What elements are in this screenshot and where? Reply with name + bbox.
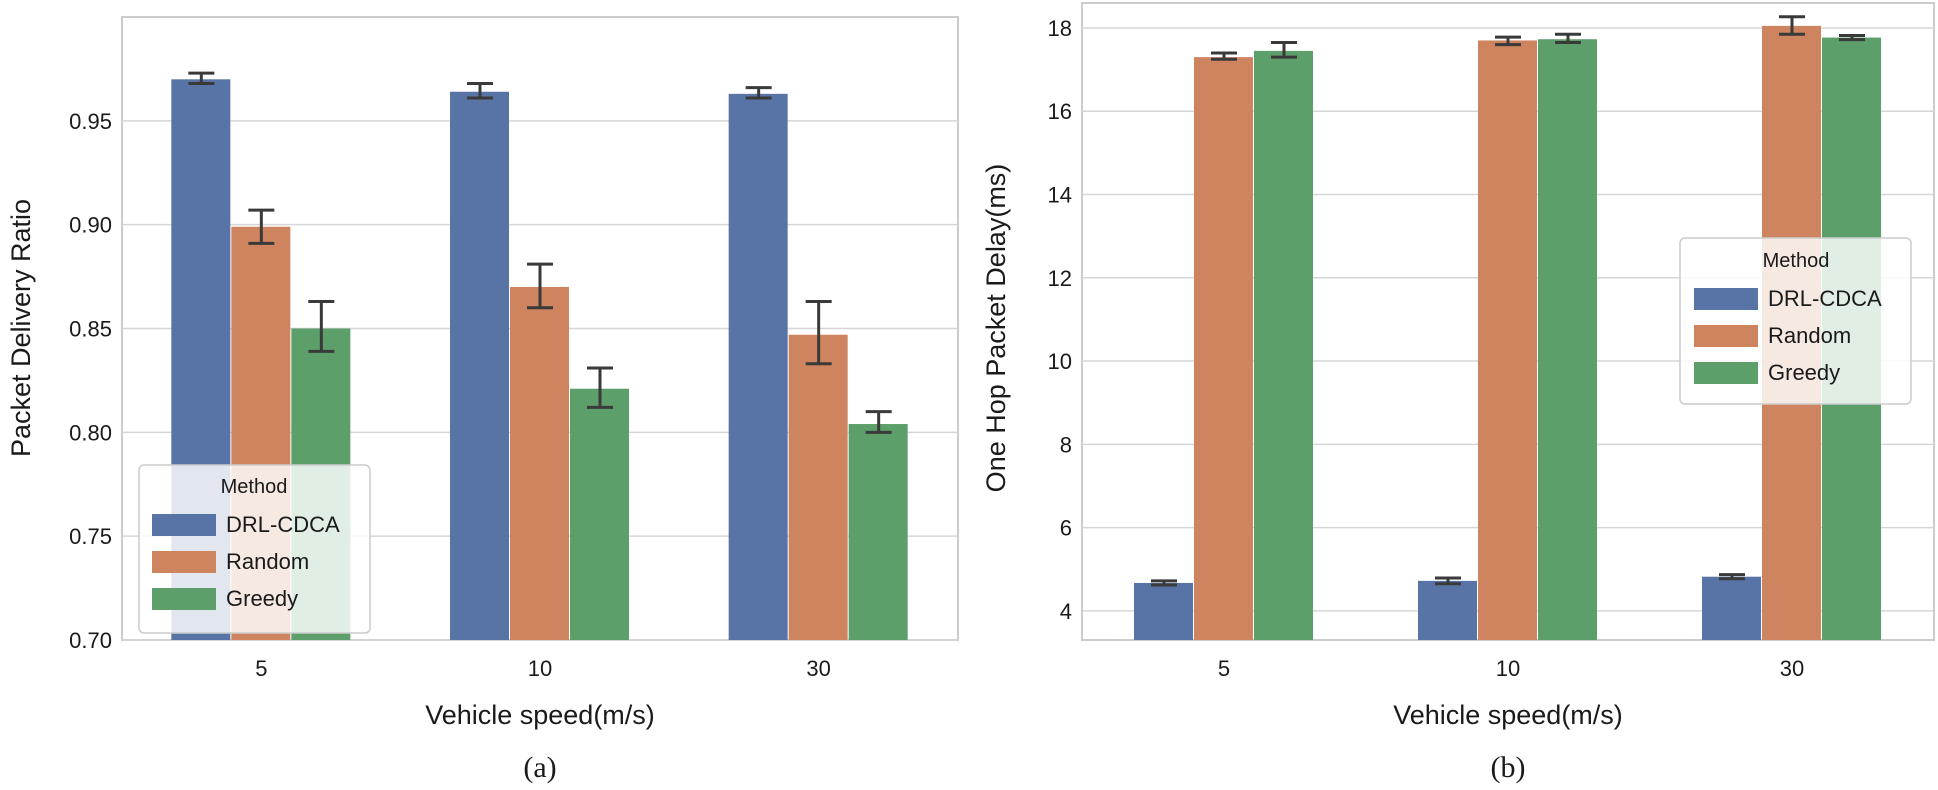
y-tick-label: 16	[1048, 99, 1072, 124]
y-tick-label: 0.95	[69, 109, 112, 134]
y-tick-label: 6	[1060, 516, 1072, 541]
bar-drl-cdca-30	[1702, 576, 1761, 640]
x-tick-label: 10	[528, 656, 552, 681]
bar-greedy-30	[848, 424, 908, 640]
legend-swatch-a-random	[152, 551, 216, 573]
legend-label-a-greedy: Greedy	[226, 586, 298, 611]
x-tick-label: 5	[255, 656, 267, 681]
legend-swatch-a-drl-cdca	[152, 514, 216, 536]
y-tick-label: 12	[1048, 266, 1072, 291]
bar-random-10	[1478, 40, 1537, 641]
x-tick-label: 30	[1780, 656, 1804, 681]
error-bars-a	[188, 71, 892, 434]
legend-a: Method DRL-CDCA Random Greedy	[138, 464, 371, 634]
legend-b: Method DRL-CDCA Random Greedy	[1679, 237, 1912, 405]
bar-greedy-10	[570, 388, 629, 640]
legend-title-a: Method	[221, 476, 288, 498]
legend-swatch-a-greedy	[152, 588, 216, 610]
y-tick-label: 0.90	[69, 213, 112, 238]
panel-a: 0.70 0.75 0.80 0.85 0.90 0.95 5 10 30 Vehicle s…	[6, 16, 959, 784]
x-tick-label: 30	[806, 656, 830, 681]
legend-label-a-random: Random	[226, 549, 309, 574]
x-ticks-b: 5 10 30	[1218, 656, 1804, 681]
legend-label-b-random: Random	[1768, 323, 1851, 348]
legend-swatch-b-random	[1694, 325, 1758, 347]
y-ticks-a: 0.70 0.75 0.80 0.85 0.90 0.95	[69, 109, 112, 653]
bar-greedy-10	[1538, 39, 1597, 641]
caption-a: (a)	[523, 751, 556, 784]
legend-swatch-b-greedy	[1694, 362, 1758, 384]
bar-drl-cdca-10	[1418, 580, 1477, 640]
y-tick-label: 18	[1048, 16, 1072, 41]
x-axis-label-a: Vehicle speed(m/s)	[425, 700, 655, 730]
legend-label-b-greedy: Greedy	[1768, 360, 1840, 385]
x-ticks-a: 5 10 30	[255, 656, 831, 681]
y-ticks-b: 4 6 8 10 12 14 16 18	[1048, 16, 1072, 624]
caption-b: (b)	[1491, 751, 1526, 784]
legend-label-b-drl-cdca: DRL-CDCA	[1768, 286, 1882, 311]
x-axis-label-b: Vehicle speed(m/s)	[1393, 700, 1623, 730]
y-axis-label-b: One Hop Packet Delay(ms)	[981, 164, 1011, 493]
y-tick-label: 0.70	[69, 628, 112, 653]
y-axis-label-a: Packet Delivery Ratio	[6, 199, 36, 457]
x-tick-label: 5	[1218, 656, 1230, 681]
bar-drl-cdca-10	[450, 91, 509, 640]
y-tick-label: 10	[1048, 349, 1072, 374]
x-tick-label: 10	[1496, 656, 1520, 681]
y-tick-label: 4	[1060, 599, 1072, 624]
legend-title-b: Method	[1763, 250, 1830, 272]
y-tick-label: 0.85	[69, 317, 112, 342]
legend-swatch-b-drl-cdca	[1694, 288, 1758, 310]
bar-random-5	[1194, 57, 1253, 640]
error-bars-b	[1151, 15, 1865, 587]
legend-label-a-drl-cdca: DRL-CDCA	[226, 512, 340, 537]
bar-random-10	[510, 286, 569, 640]
y-tick-label: 14	[1048, 183, 1072, 208]
y-tick-label: 0.75	[69, 524, 112, 549]
bar-drl-cdca-5	[1134, 582, 1193, 640]
bar-drl-cdca-30	[728, 93, 788, 640]
y-tick-label: 8	[1060, 432, 1072, 457]
bar-random-30	[788, 334, 848, 640]
bar-greedy-5	[1254, 50, 1313, 640]
y-tick-label: 0.80	[69, 420, 112, 445]
panel-b: 4 6 8 10 12 14 16 18 5 10 30 Vehicle speed(m/s) O…	[981, 2, 1935, 784]
